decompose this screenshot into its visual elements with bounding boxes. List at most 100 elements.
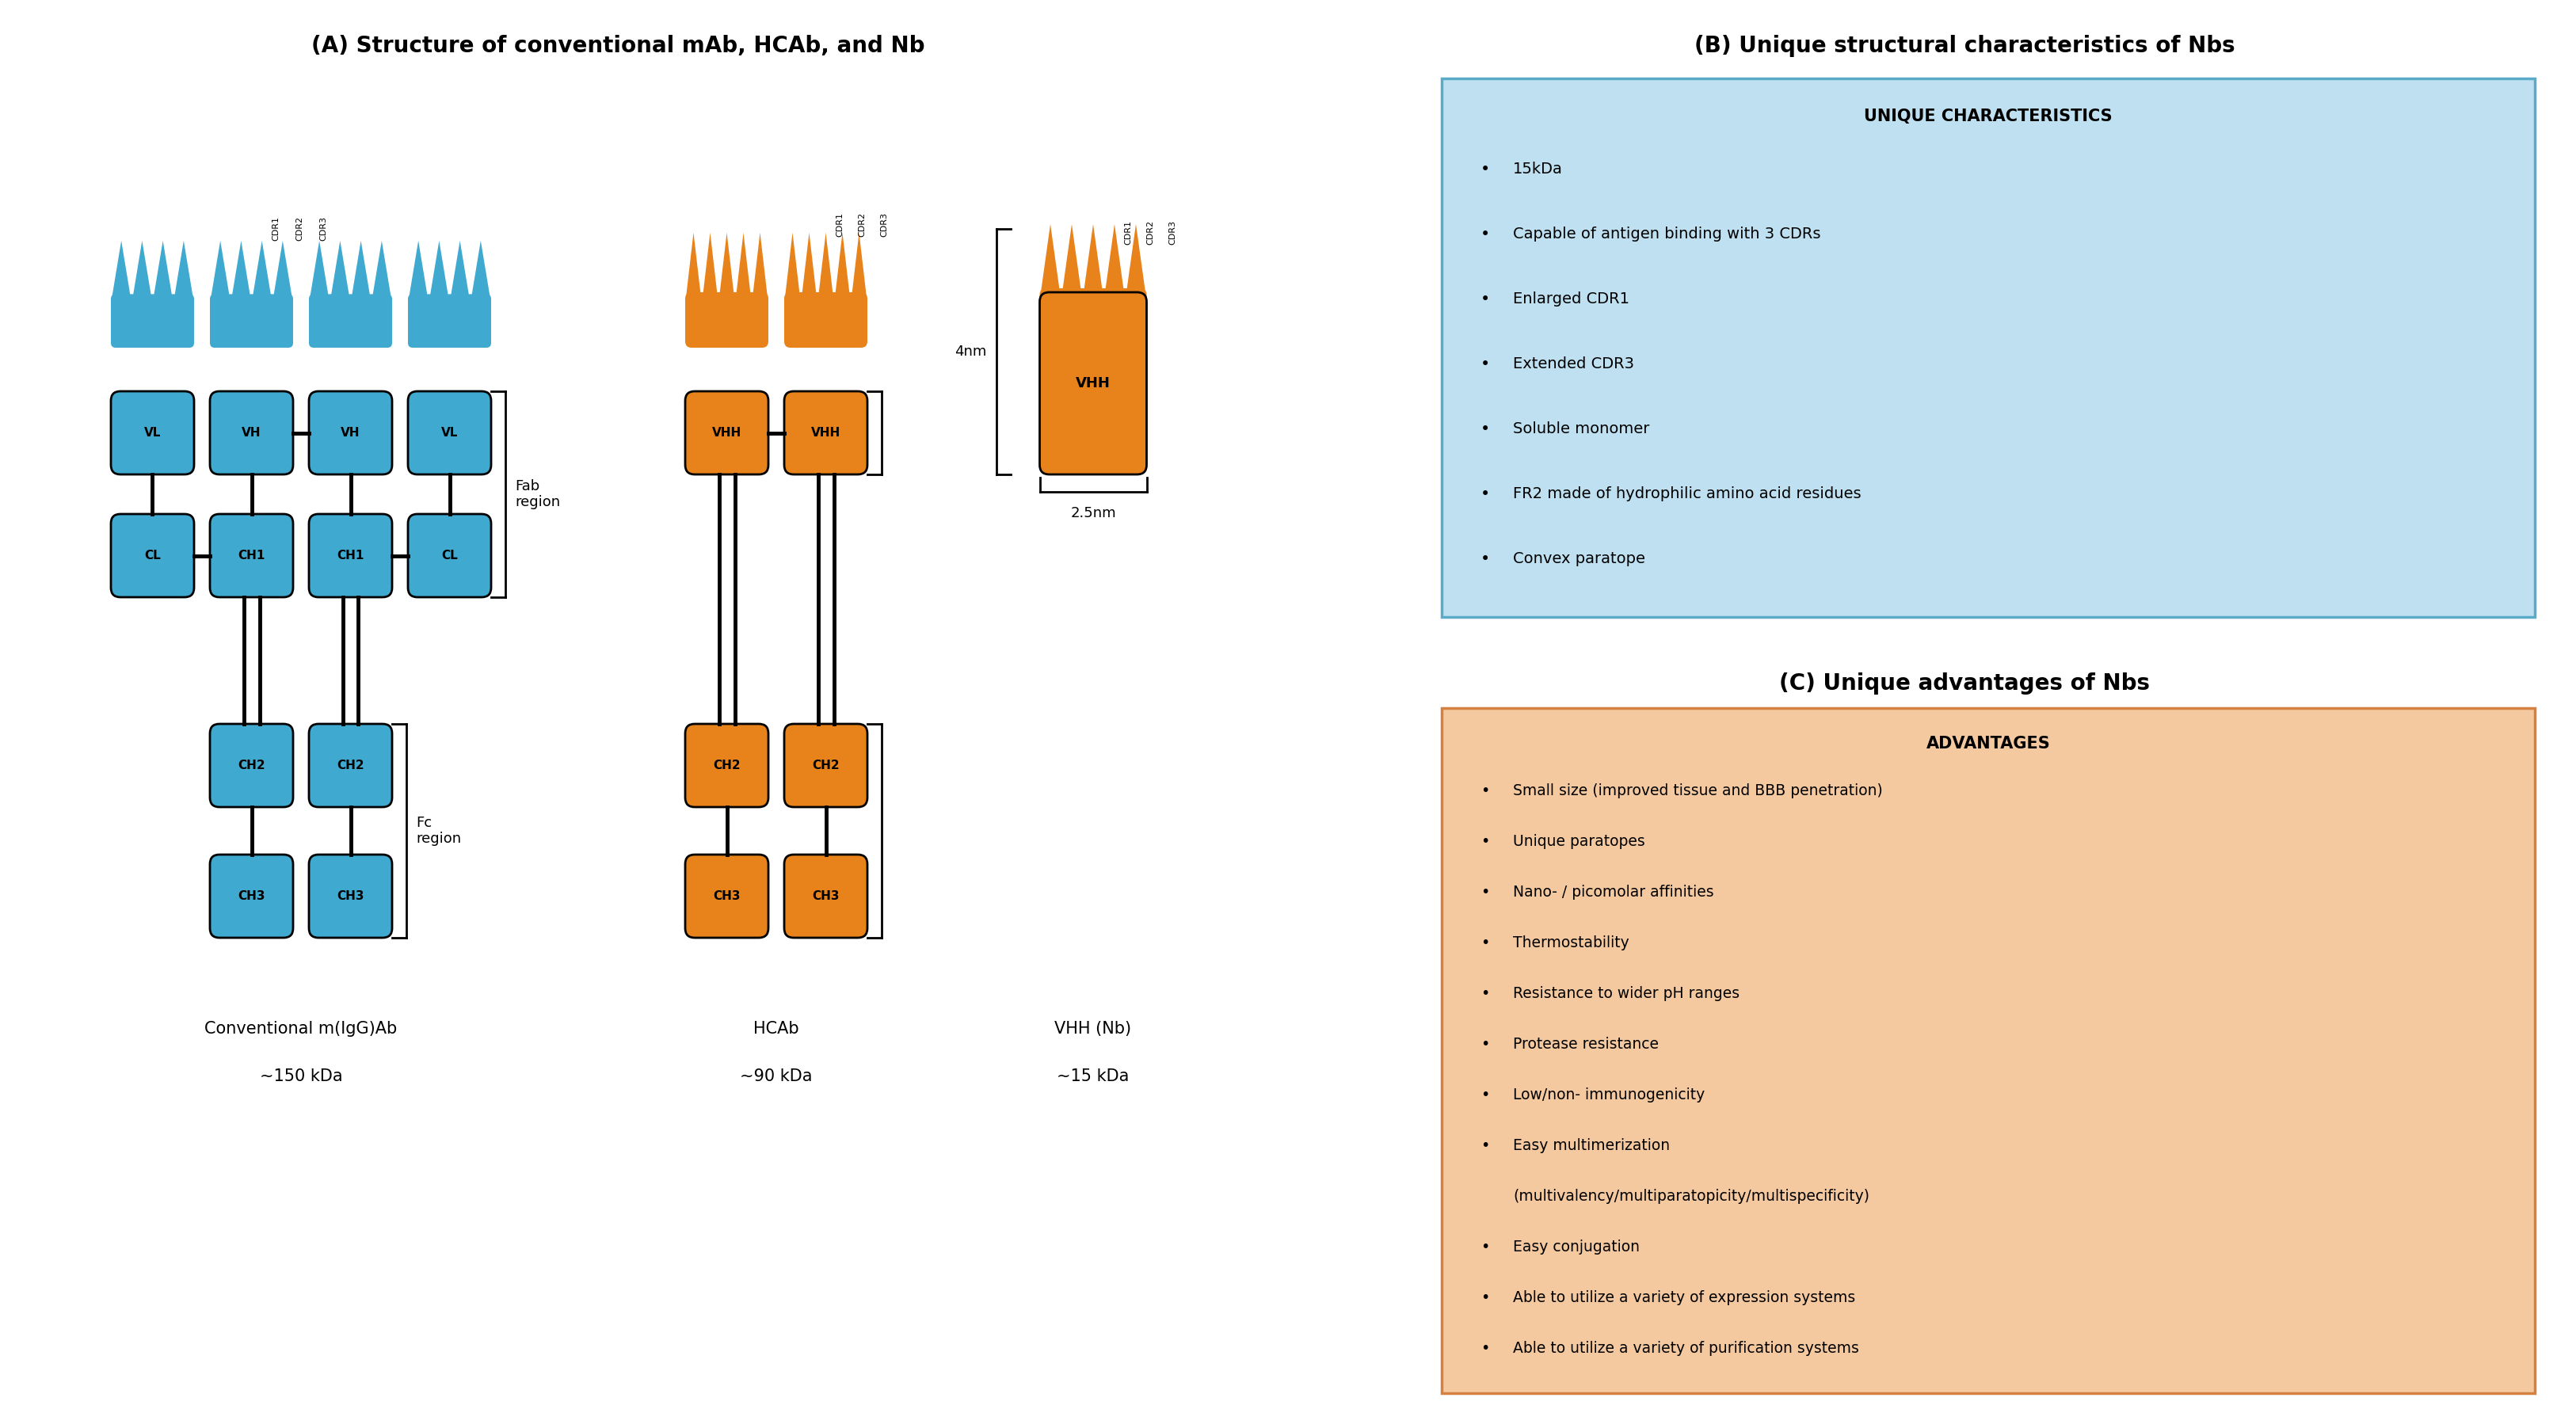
- Polygon shape: [430, 241, 448, 297]
- Text: CH1: CH1: [237, 550, 265, 562]
- Text: CL: CL: [440, 550, 459, 562]
- Text: VH: VH: [340, 427, 361, 438]
- Polygon shape: [232, 241, 250, 297]
- Polygon shape: [819, 232, 832, 297]
- Text: CH2: CH2: [337, 759, 363, 771]
- Polygon shape: [1061, 224, 1082, 293]
- FancyBboxPatch shape: [209, 724, 294, 807]
- Polygon shape: [273, 241, 291, 297]
- Polygon shape: [309, 241, 330, 297]
- Text: CDR2: CDR2: [1146, 220, 1154, 245]
- Text: 2.5nm: 2.5nm: [1069, 506, 1115, 520]
- Text: CH3: CH3: [714, 890, 739, 902]
- Text: Thermostability: Thermostability: [1512, 936, 1628, 951]
- FancyBboxPatch shape: [309, 294, 392, 348]
- Polygon shape: [801, 232, 817, 297]
- Text: CH1: CH1: [337, 550, 363, 562]
- Text: ADVANTAGES: ADVANTAGES: [1927, 735, 2050, 751]
- Text: CDR2: CDR2: [858, 213, 866, 237]
- Polygon shape: [719, 232, 734, 297]
- FancyBboxPatch shape: [309, 724, 392, 807]
- Text: ~90 kDa: ~90 kDa: [739, 1068, 811, 1085]
- FancyBboxPatch shape: [407, 392, 492, 475]
- Text: Small size (improved tissue and BBB penetration): Small size (improved tissue and BBB pene…: [1512, 783, 1883, 799]
- Text: •: •: [1481, 885, 1489, 900]
- Text: •: •: [1481, 1138, 1489, 1153]
- Text: CDR3: CDR3: [881, 213, 889, 237]
- Text: Resistance to wider pH ranges: Resistance to wider pH ranges: [1512, 986, 1739, 1002]
- Polygon shape: [1041, 224, 1059, 293]
- Polygon shape: [1126, 224, 1146, 293]
- Polygon shape: [111, 241, 131, 297]
- FancyBboxPatch shape: [309, 514, 392, 597]
- Polygon shape: [737, 232, 750, 297]
- Text: Capable of antigen binding with 3 CDRs: Capable of antigen binding with 3 CDRs: [1512, 227, 1821, 241]
- FancyBboxPatch shape: [309, 392, 392, 475]
- Polygon shape: [685, 232, 701, 297]
- Text: CDR2: CDR2: [296, 216, 304, 241]
- Text: •: •: [1481, 1088, 1489, 1102]
- Text: (A) Structure of conventional mAb, HCAb, and Nb: (A) Structure of conventional mAb, HCAb,…: [312, 35, 925, 56]
- Polygon shape: [252, 241, 270, 297]
- Text: ~150 kDa: ~150 kDa: [260, 1068, 343, 1085]
- Text: Soluble monomer: Soluble monomer: [1512, 421, 1649, 437]
- Text: VHH: VHH: [711, 427, 742, 438]
- FancyBboxPatch shape: [1443, 79, 2535, 617]
- FancyBboxPatch shape: [309, 855, 392, 938]
- FancyBboxPatch shape: [1041, 292, 1146, 475]
- Text: VH: VH: [242, 427, 260, 438]
- FancyBboxPatch shape: [783, 724, 868, 807]
- Polygon shape: [330, 241, 350, 297]
- Text: Easy conjugation: Easy conjugation: [1512, 1240, 1641, 1254]
- Polygon shape: [451, 241, 469, 297]
- Text: VHH: VHH: [811, 427, 840, 438]
- Text: Enlarged CDR1: Enlarged CDR1: [1512, 292, 1631, 307]
- Text: CH2: CH2: [811, 759, 840, 771]
- Polygon shape: [134, 241, 152, 297]
- FancyBboxPatch shape: [685, 724, 768, 807]
- Polygon shape: [1084, 224, 1103, 293]
- Text: VHH (Nb): VHH (Nb): [1054, 1022, 1131, 1037]
- Text: Able to utilize a variety of purification systems: Able to utilize a variety of purificatio…: [1512, 1341, 1860, 1355]
- Polygon shape: [175, 241, 193, 297]
- Polygon shape: [374, 241, 392, 297]
- Text: Convex paratope: Convex paratope: [1512, 551, 1646, 566]
- Text: •: •: [1481, 162, 1489, 178]
- Text: Protease resistance: Protease resistance: [1512, 1037, 1659, 1051]
- Text: UNIQUE CHARACTERISTICS: UNIQUE CHARACTERISTICS: [1865, 108, 2112, 124]
- Text: •: •: [1481, 1291, 1489, 1305]
- FancyBboxPatch shape: [1041, 289, 1146, 348]
- Polygon shape: [703, 232, 719, 297]
- Text: CDR3: CDR3: [1170, 220, 1177, 245]
- Polygon shape: [853, 232, 866, 297]
- Text: •: •: [1481, 356, 1489, 372]
- Text: CH2: CH2: [237, 759, 265, 771]
- Text: •: •: [1481, 834, 1489, 850]
- Text: •: •: [1481, 1240, 1489, 1254]
- FancyBboxPatch shape: [209, 514, 294, 597]
- Text: VHH: VHH: [1077, 376, 1110, 390]
- Text: 4nm: 4nm: [956, 345, 987, 359]
- Polygon shape: [835, 232, 850, 297]
- FancyBboxPatch shape: [111, 294, 193, 348]
- Text: •: •: [1481, 783, 1489, 799]
- Text: CH3: CH3: [337, 890, 363, 902]
- Text: Low/non- immunogenicity: Low/non- immunogenicity: [1512, 1088, 1705, 1102]
- Text: CDR3: CDR3: [319, 216, 327, 241]
- Polygon shape: [471, 241, 489, 297]
- Text: VL: VL: [144, 427, 160, 438]
- FancyBboxPatch shape: [209, 392, 294, 475]
- FancyBboxPatch shape: [111, 392, 193, 475]
- Polygon shape: [211, 241, 229, 297]
- FancyBboxPatch shape: [685, 392, 768, 475]
- FancyBboxPatch shape: [783, 855, 868, 938]
- Text: •: •: [1481, 486, 1489, 502]
- Text: Nano- / picomolar affinities: Nano- / picomolar affinities: [1512, 885, 1713, 900]
- Text: CL: CL: [144, 550, 160, 562]
- FancyBboxPatch shape: [407, 514, 492, 597]
- Polygon shape: [752, 232, 768, 297]
- Text: CDR1: CDR1: [1126, 220, 1133, 245]
- Text: (C) Unique advantages of Nbs: (C) Unique advantages of Nbs: [1780, 672, 2151, 695]
- Text: Easy multimerization: Easy multimerization: [1512, 1138, 1669, 1153]
- FancyBboxPatch shape: [111, 514, 193, 597]
